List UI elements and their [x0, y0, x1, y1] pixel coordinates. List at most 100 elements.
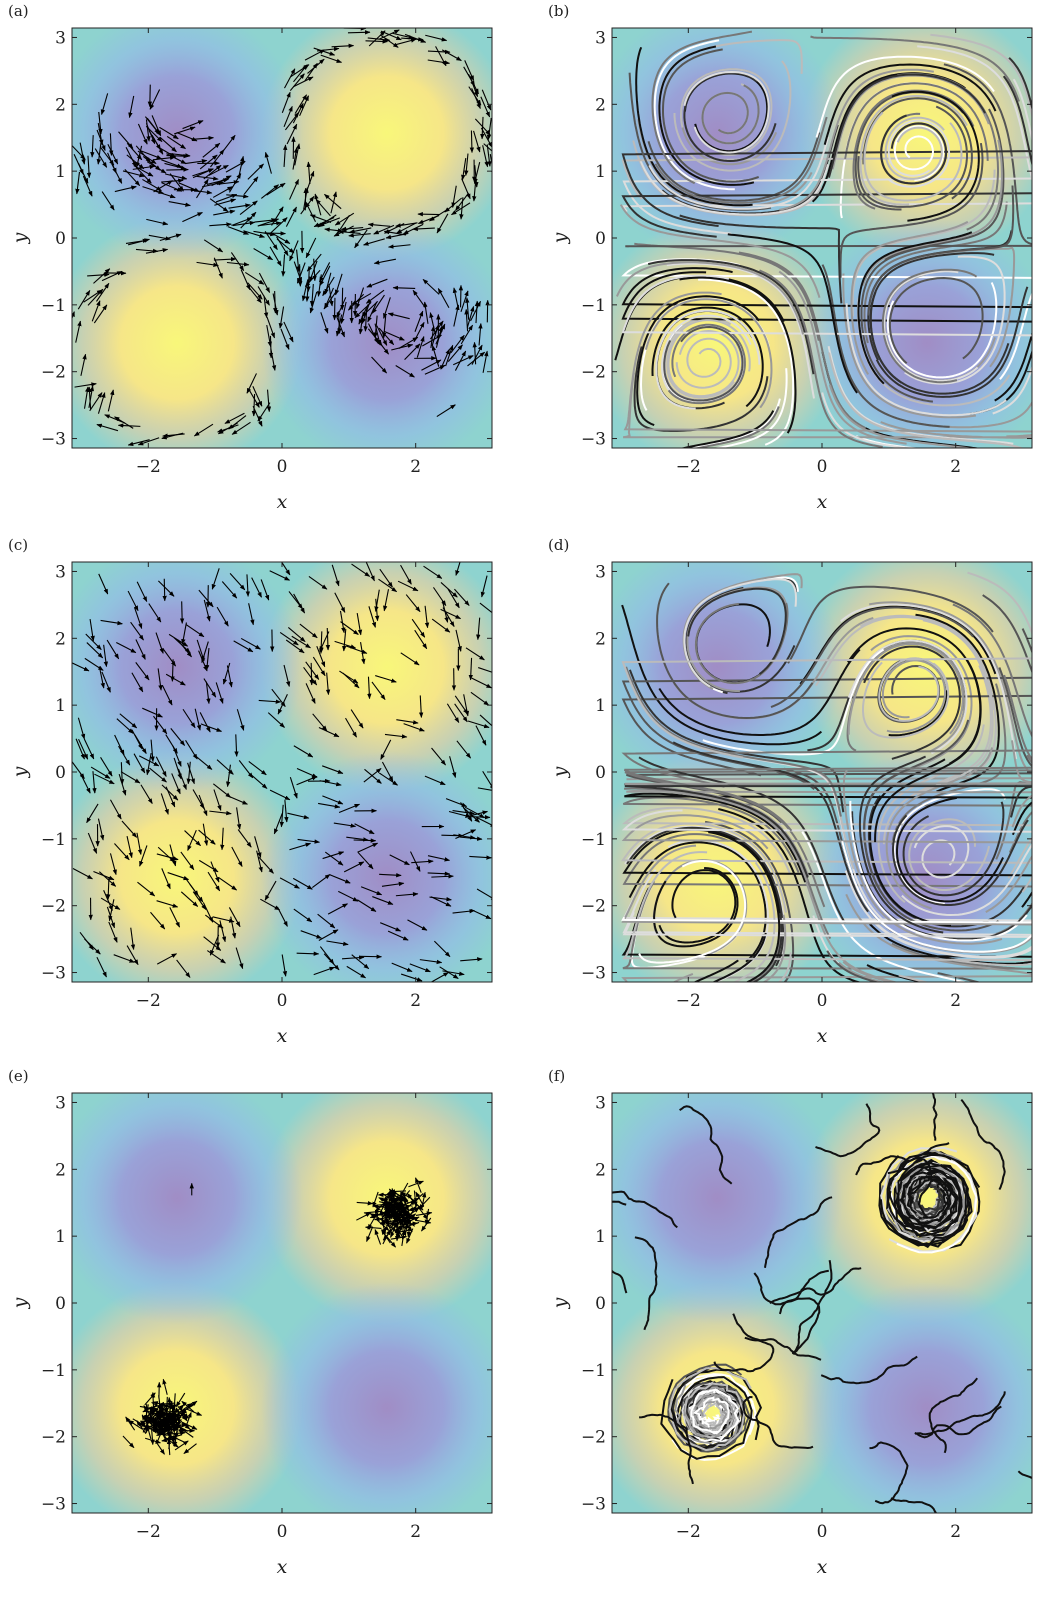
agent-arrow	[131, 729, 143, 750]
agent-arrow	[179, 1427, 194, 1438]
agent-arrow	[90, 766, 111, 779]
agent-arrow	[318, 727, 340, 738]
agent-arrow	[336, 316, 345, 338]
agent-arrow	[193, 423, 214, 437]
y-tick-label: 3	[595, 1093, 606, 1113]
y-tick-label: −1	[581, 830, 606, 850]
agent-arrow	[380, 739, 392, 760]
agent-arrow	[113, 954, 135, 963]
agent-arrow	[391, 343, 414, 351]
agent-arrow	[238, 155, 245, 178]
agent-arrow	[128, 95, 135, 119]
agent-arrow	[447, 344, 463, 362]
agent-arrow	[433, 587, 447, 607]
agent-arrow	[411, 618, 426, 638]
agent-arrow	[424, 605, 430, 629]
agent-arrow	[96, 423, 119, 432]
agent-arrow	[445, 798, 468, 807]
agent-arrow	[144, 1392, 156, 1406]
agent-arrow	[356, 612, 363, 636]
trajectory	[769, 1267, 862, 1305]
agent-arrow	[94, 148, 108, 168]
agent-arrow	[96, 129, 106, 152]
y-tick-label: −3	[41, 964, 66, 984]
y-tick-label: 1	[55, 696, 66, 716]
agent-arrow	[342, 672, 360, 689]
x-tick-label: −2	[136, 457, 161, 477]
agent-arrow	[198, 650, 208, 672]
agent-arrow	[205, 914, 224, 929]
agent-arrow	[281, 254, 286, 277]
agent-arrow	[118, 131, 134, 149]
y-tick-label: −3	[581, 1495, 606, 1515]
agent-arrow	[401, 1229, 406, 1246]
agent-arrow	[75, 320, 82, 343]
agent-arrow	[372, 1191, 379, 1208]
trajectory	[638, 756, 847, 925]
agent-arrow	[258, 699, 282, 704]
x-tick-label: 0	[277, 1522, 288, 1542]
agent-arrow	[86, 803, 99, 824]
agent-arrow	[150, 1411, 168, 1417]
agent-arrow	[464, 60, 475, 81]
trajectory	[636, 295, 760, 427]
agent-arrow	[87, 288, 104, 306]
agent-arrow	[309, 284, 315, 307]
trajectory	[658, 869, 737, 944]
y-tick-label: −2	[581, 363, 606, 383]
trajectory	[852, 89, 975, 210]
trajectory	[711, 932, 767, 982]
agent-arrow	[119, 762, 125, 785]
trajectory	[708, 831, 781, 982]
agent-arrow	[324, 851, 344, 866]
agent-arrow	[182, 708, 196, 729]
trajectory	[698, 278, 795, 446]
agent-arrow	[264, 231, 278, 251]
trajectory	[827, 73, 986, 178]
trajectory	[621, 806, 1032, 879]
agent-arrow	[454, 350, 467, 371]
agent-arrow	[486, 144, 492, 167]
agent-arrow	[303, 666, 318, 686]
agent-arrow	[342, 955, 365, 960]
agent-arrow	[181, 1400, 195, 1413]
trajectory	[831, 74, 990, 170]
agent-arrow	[252, 386, 263, 407]
x-tick-label: −2	[676, 1522, 701, 1542]
agent-arrow	[305, 170, 315, 193]
x-axis-label: x	[817, 1025, 828, 1047]
agent-arrow	[213, 257, 223, 279]
agent-arrow	[271, 206, 284, 226]
agent-arrow	[237, 829, 252, 848]
trajectory	[622, 870, 1032, 959]
trajectory	[626, 826, 785, 967]
agent-arrow	[376, 1219, 390, 1232]
x-tick-label: −2	[136, 1522, 161, 1542]
agent-arrow	[245, 574, 251, 597]
agent-arrow	[400, 1191, 415, 1201]
agent-arrow	[185, 623, 205, 638]
agent-arrow	[130, 927, 136, 951]
agent-arrow	[284, 68, 296, 89]
agent-arrow	[165, 173, 188, 180]
agent-arrow	[436, 213, 449, 234]
agent-arrow	[162, 578, 167, 602]
agent-arrow	[233, 640, 254, 653]
trajectory	[801, 831, 968, 982]
agent-arrow	[446, 703, 460, 723]
agent-arrow	[409, 851, 421, 872]
agent-arrow	[388, 244, 411, 249]
trajectory	[626, 601, 1032, 781]
trajectory	[742, 1395, 814, 1450]
agent-arrow	[234, 734, 239, 757]
agent-arrow	[452, 810, 475, 816]
agent-arrow	[232, 220, 256, 227]
agent-arrow	[126, 154, 145, 170]
agent-arrow	[247, 163, 264, 180]
agent-arrow	[380, 30, 402, 41]
agent-arrow	[413, 321, 425, 343]
agent-arrow	[225, 764, 231, 788]
agent-arrow	[293, 76, 314, 88]
trajectory	[826, 950, 880, 982]
plot-area	[72, 1093, 492, 1513]
